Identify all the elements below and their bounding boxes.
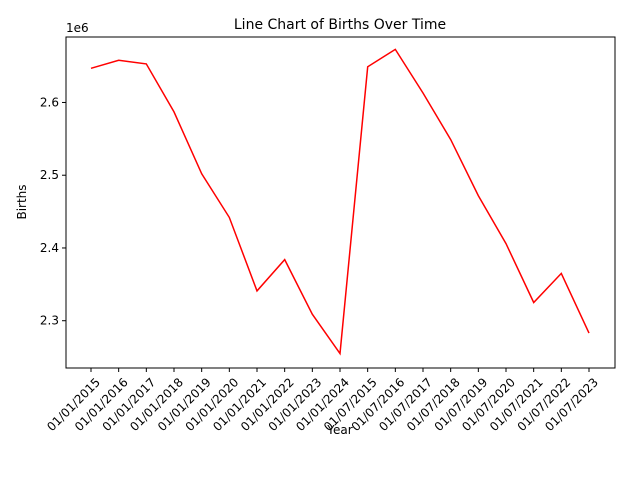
chart-title: Line Chart of Births Over Time [234, 17, 446, 33]
y-axis-label: Births [15, 184, 29, 219]
y-tick-label: 2.5 [40, 168, 59, 182]
y-axis: 2.3 2.4 2.5 2.6 [40, 95, 66, 328]
plot-area [65, 36, 616, 369]
x-axis-label: Year [326, 423, 352, 437]
y-tick-label: 2.6 [40, 95, 59, 109]
x-axis: 01/01/201501/01/201601/01/201701/01/2018… [44, 368, 601, 434]
y-offset-label: 1e6 [66, 21, 89, 35]
y-tick-label: 2.4 [40, 241, 59, 255]
births-series-line [90, 48, 590, 356]
y-tick-label: 2.3 [40, 314, 59, 328]
